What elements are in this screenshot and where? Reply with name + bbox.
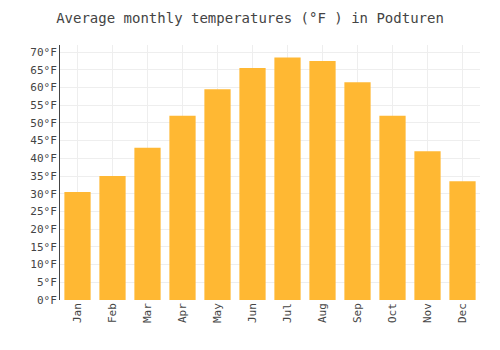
svg-text:Sep: Sep — [351, 303, 364, 323]
svg-text:45°F: 45°F — [30, 134, 57, 147]
svg-text:Dec: Dec — [456, 303, 469, 323]
svg-text:Jan: Jan — [71, 303, 84, 323]
svg-text:Average monthly temperatures (: Average monthly temperatures (°F ) in Po… — [56, 10, 444, 26]
svg-text:15°F: 15°F — [30, 241, 57, 254]
svg-text:Feb: Feb — [106, 303, 119, 323]
svg-text:5°F: 5°F — [37, 276, 57, 289]
svg-text:70°F: 70°F — [30, 46, 57, 59]
svg-text:Oct: Oct — [386, 303, 399, 323]
svg-text:60°F: 60°F — [30, 81, 57, 94]
svg-text:35°F: 35°F — [30, 170, 57, 183]
svg-text:25°F: 25°F — [30, 205, 57, 218]
svg-text:20°F: 20°F — [30, 223, 57, 236]
svg-text:50°F: 50°F — [30, 117, 57, 130]
svg-text:0°F: 0°F — [37, 294, 57, 307]
svg-text:10°F: 10°F — [30, 258, 57, 271]
svg-text:Apr: Apr — [176, 303, 189, 323]
svg-text:65°F: 65°F — [30, 64, 57, 77]
svg-text:Jun: Jun — [246, 303, 259, 323]
svg-text:30°F: 30°F — [30, 188, 57, 201]
svg-text:40°F: 40°F — [30, 152, 57, 165]
svg-text:May: May — [211, 303, 224, 323]
svg-text:Nov: Nov — [421, 303, 434, 323]
svg-text:Aug: Aug — [316, 303, 329, 323]
svg-text:Mar: Mar — [141, 303, 154, 323]
svg-text:55°F: 55°F — [30, 99, 57, 112]
svg-text:Jul: Jul — [281, 303, 294, 323]
